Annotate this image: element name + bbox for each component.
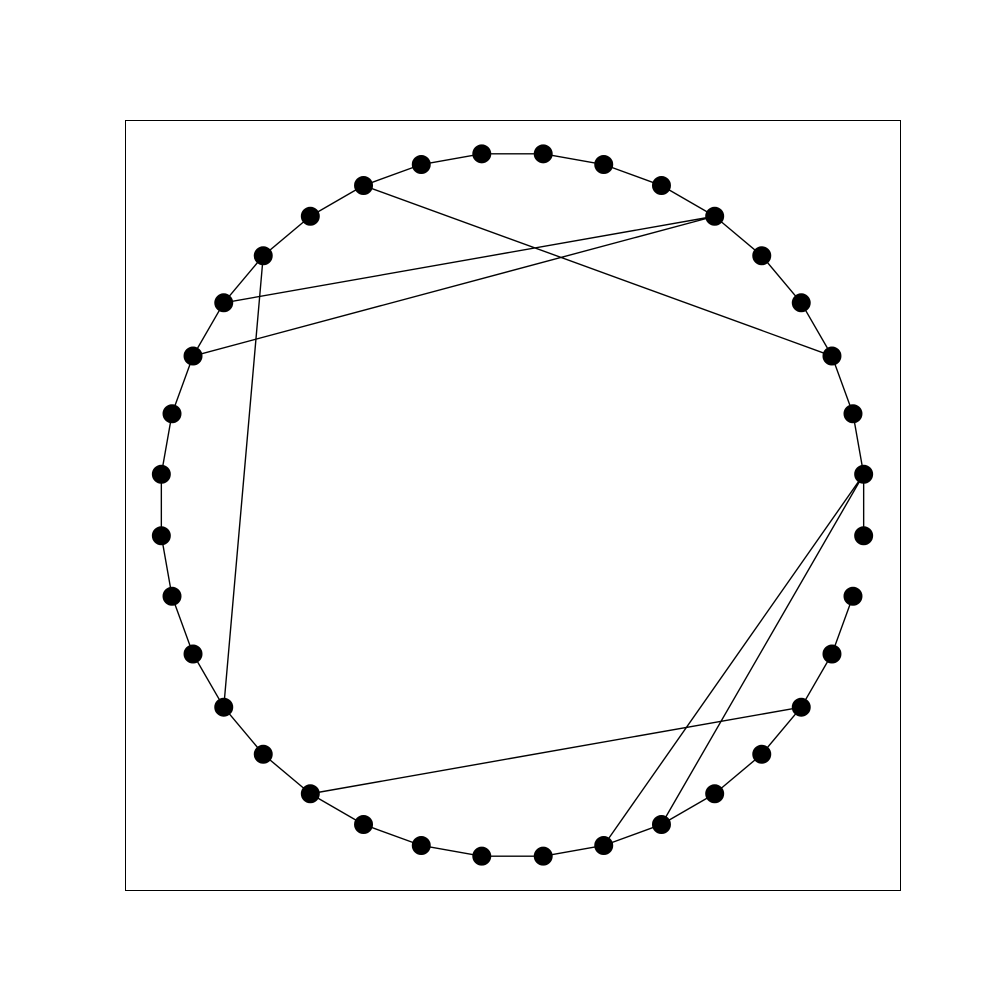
graph-node-2 (843, 404, 863, 424)
chord-edge-1-30 (660, 473, 865, 825)
ring-edge-3-4 (800, 302, 833, 357)
ring-edge-6-7 (661, 184, 716, 217)
graph-node-5 (752, 246, 772, 266)
graph-node-25 (354, 814, 374, 834)
graph-node-31 (705, 784, 725, 804)
ring-edge-16-17 (171, 355, 194, 415)
nodes-layer (151, 144, 874, 866)
chord-edge-1-29 (603, 473, 865, 846)
graph-node-7 (651, 176, 671, 196)
ring-edge-30-31 (661, 793, 716, 826)
ring-edge-15-16 (192, 302, 225, 357)
ring-edge-10-11 (421, 153, 482, 166)
ring-edge-26-27 (421, 844, 482, 857)
ring-edge-7-8 (603, 163, 662, 187)
graph-node-29 (594, 835, 614, 855)
ring-edge-19-20 (160, 535, 173, 597)
graph-node-32 (752, 744, 772, 764)
graph-node-3 (822, 346, 842, 366)
ring-edge-11-12 (363, 163, 422, 187)
ring-edge-25-26 (363, 823, 422, 847)
graph-node-0 (854, 526, 874, 546)
graph-node-24 (300, 784, 320, 804)
ring-edge-20-21 (171, 595, 194, 655)
ring-edge-1-2 (852, 413, 865, 475)
graph-node-14 (253, 246, 273, 266)
chord-edge-6-16 (192, 215, 715, 357)
chord-edge-24-33 (310, 706, 802, 795)
ring-edge-17-18 (160, 413, 173, 475)
ring-edge-33-34 (800, 653, 833, 708)
graph-node-30 (651, 814, 671, 834)
chord-edge-6-15 (223, 215, 715, 304)
ring-edge-29-30 (603, 823, 662, 847)
ring-edge-4-5 (761, 255, 802, 304)
graph-node-26 (411, 835, 431, 855)
edges-layer (160, 153, 865, 857)
ring-edge-22-23 (223, 706, 264, 755)
graph-node-21 (183, 644, 203, 664)
graph-node-4 (791, 293, 811, 313)
graph-node-17 (162, 404, 182, 424)
ring-edge-2-3 (831, 355, 854, 415)
ring-edge-5-6 (714, 215, 763, 257)
graph-node-6 (705, 206, 725, 226)
graph-node-10 (472, 144, 492, 164)
ring-edge-31-32 (714, 753, 763, 795)
graph-node-34 (822, 644, 842, 664)
graph-node-27 (472, 846, 492, 866)
ring-edge-13-14 (262, 215, 311, 257)
ring-edge-12-13 (309, 184, 364, 217)
ring-edge-14-15 (223, 255, 264, 304)
graph-node-1 (854, 464, 874, 484)
ring-edge-21-22 (192, 653, 225, 708)
graph-node-13 (300, 206, 320, 226)
ring-edge-32-33 (761, 706, 802, 755)
graph-node-20 (162, 586, 182, 606)
chord-edge-14-22 (223, 255, 264, 708)
ring-edge-23-24 (262, 753, 311, 795)
graph-node-19 (151, 526, 171, 546)
graph-node-18 (151, 464, 171, 484)
graph-node-9 (533, 144, 553, 164)
plot-frame (125, 120, 901, 891)
ring-edge-28-29 (543, 844, 604, 857)
ring-edge-34-35 (831, 595, 854, 655)
graph-node-28 (533, 846, 553, 866)
graph-node-11 (411, 155, 431, 175)
graph-node-33 (791, 697, 811, 717)
graph-node-15 (214, 293, 234, 313)
graph-node-23 (253, 744, 273, 764)
graph-node-22 (214, 697, 234, 717)
ring-edge-8-9 (543, 153, 604, 166)
graph-node-8 (594, 155, 614, 175)
graph-node-16 (183, 346, 203, 366)
graph-node-35 (843, 586, 863, 606)
chord-edge-3-12 (363, 184, 833, 357)
ring-edge-24-25 (309, 793, 364, 826)
graph-node-12 (354, 176, 374, 196)
